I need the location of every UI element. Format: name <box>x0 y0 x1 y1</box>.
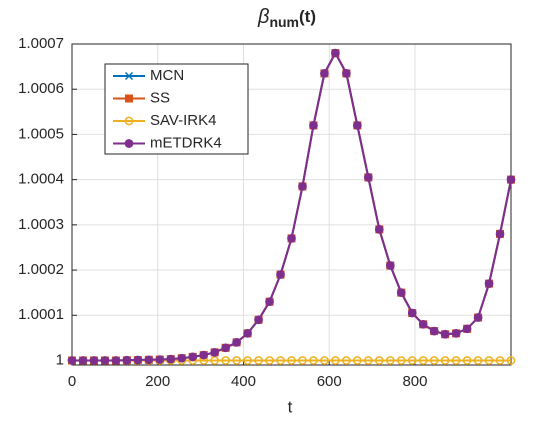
marker <box>122 355 132 365</box>
legend-marker <box>124 116 134 126</box>
marker <box>265 297 274 307</box>
marker <box>484 356 494 365</box>
marker <box>451 329 461 338</box>
marker <box>429 326 439 336</box>
legend-label: MCN <box>150 67 184 84</box>
marker <box>440 329 450 339</box>
y-tick-label: 1.0003 <box>18 216 64 233</box>
marker <box>89 356 99 365</box>
marker <box>177 353 187 363</box>
marker <box>298 356 307 365</box>
marker <box>342 69 351 78</box>
y-tick-label: 1.0001 <box>18 306 64 323</box>
marker <box>353 121 362 130</box>
y-tick-label: 1.0007 <box>18 35 64 52</box>
legend-marker <box>124 139 134 148</box>
legend-marker <box>125 94 133 103</box>
marker <box>232 356 241 365</box>
x-tick-label: 200 <box>145 373 170 390</box>
marker <box>342 356 351 365</box>
marker <box>363 173 373 182</box>
marker <box>451 356 461 365</box>
marker <box>418 356 428 365</box>
marker <box>287 356 296 365</box>
marker <box>221 356 230 365</box>
marker <box>243 329 252 338</box>
chart-title: βnum(t) <box>257 6 316 29</box>
marker <box>320 69 329 78</box>
marker <box>254 315 263 325</box>
marker <box>473 313 483 322</box>
marker <box>331 356 340 365</box>
marker <box>309 356 318 365</box>
marker <box>385 356 395 365</box>
marker <box>429 356 439 365</box>
marker <box>144 355 154 365</box>
marker <box>78 356 88 365</box>
marker <box>298 182 307 191</box>
marker <box>276 356 285 365</box>
marker <box>374 356 384 365</box>
marker <box>199 350 209 360</box>
y-tick-label: 1.0006 <box>18 80 64 97</box>
legend-marker <box>124 71 134 81</box>
marker <box>484 279 494 288</box>
title-subscript: num <box>269 14 299 30</box>
marker <box>385 261 395 270</box>
marker <box>243 356 252 365</box>
legend-label: mETDRK4 <box>150 134 222 151</box>
marker <box>396 356 406 365</box>
marker <box>210 356 220 365</box>
marker <box>374 225 384 234</box>
marker <box>396 288 406 298</box>
marker <box>462 324 472 334</box>
marker <box>309 121 318 130</box>
marker <box>155 355 165 364</box>
marker <box>287 234 296 243</box>
marker <box>254 356 263 365</box>
x-tick-label: 0 <box>68 373 76 390</box>
y-tick-label: 1.0004 <box>18 171 64 188</box>
legend-label: SS <box>150 89 170 106</box>
marker <box>276 270 285 279</box>
axes-box <box>71 43 512 366</box>
marker <box>440 356 450 365</box>
marker <box>166 354 176 364</box>
marker <box>418 319 428 329</box>
marker <box>188 352 198 362</box>
marker <box>100 356 110 365</box>
marker <box>221 343 230 353</box>
marker <box>473 356 483 365</box>
marker <box>407 308 417 318</box>
x-tick-label: 800 <box>402 373 427 390</box>
marker <box>506 356 516 365</box>
marker <box>462 356 472 365</box>
marker <box>353 356 362 365</box>
marker <box>133 355 143 365</box>
x-tick-label: 400 <box>231 373 256 390</box>
title-symbol: β <box>257 6 269 28</box>
marker <box>210 347 220 357</box>
y-tick-label: 1 <box>56 351 64 368</box>
marker <box>363 356 373 365</box>
marker <box>232 338 241 347</box>
marker <box>111 356 121 365</box>
marker <box>320 356 329 365</box>
marker <box>265 356 274 365</box>
y-tick-label: 1.0002 <box>18 261 64 278</box>
marker <box>506 175 516 184</box>
marker <box>67 356 77 365</box>
legend: MCN SS SAV-IRK4 mETDRK4 <box>104 63 249 155</box>
marker <box>495 356 505 365</box>
legend-box <box>104 63 249 155</box>
x-tick-label: 600 <box>317 373 342 390</box>
marker <box>495 229 505 239</box>
legend-label: SAV-IRK4 <box>150 112 216 129</box>
title-suffix: (t) <box>299 7 316 26</box>
y-tick-label: 1.0005 <box>18 125 64 142</box>
marker <box>331 48 340 58</box>
x-axis-label: t <box>288 397 293 416</box>
marker <box>407 356 417 365</box>
